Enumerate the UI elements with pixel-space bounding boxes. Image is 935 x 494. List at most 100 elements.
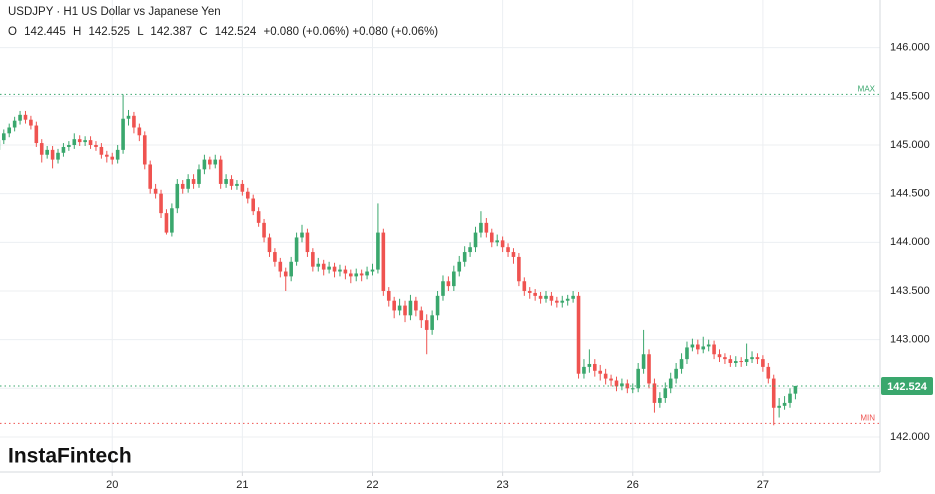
candle-body xyxy=(706,344,711,347)
candle-body xyxy=(115,149,120,160)
candle-body xyxy=(690,344,695,348)
x-tick-label: 21 xyxy=(236,479,248,491)
candle-body xyxy=(197,169,201,184)
candle-body xyxy=(88,140,93,146)
candle-body xyxy=(229,179,234,186)
label: H xyxy=(73,26,81,38)
candle-body xyxy=(441,281,445,296)
candle-body xyxy=(305,232,310,253)
candle-body xyxy=(744,359,749,363)
candle-body xyxy=(175,183,180,209)
y-tick-label: 145.000 xyxy=(890,139,930,151)
candle-body xyxy=(712,344,716,355)
candle-body xyxy=(224,179,228,184)
candle-body xyxy=(462,252,467,262)
candle-body xyxy=(370,269,375,272)
candle-body xyxy=(766,366,771,379)
candle-body xyxy=(99,146,104,155)
candle-body xyxy=(533,292,537,296)
candle-body xyxy=(397,305,402,311)
candle-body xyxy=(72,139,77,146)
candle-body xyxy=(316,263,321,267)
candle-body xyxy=(701,346,706,350)
candle-body xyxy=(251,198,256,212)
value: 142.524 xyxy=(215,26,257,38)
candle-body xyxy=(739,361,743,363)
candle-body xyxy=(213,159,218,165)
candle-body xyxy=(354,273,359,277)
candle-body xyxy=(132,115,136,128)
candle-body xyxy=(1,133,6,141)
candle-body xyxy=(500,240,505,248)
candle-body xyxy=(365,271,369,276)
label: O xyxy=(8,26,17,38)
candle-body xyxy=(137,127,142,136)
candle-body xyxy=(468,247,472,253)
candle-body xyxy=(506,247,510,253)
candle-body xyxy=(555,300,559,303)
candle-body xyxy=(788,393,792,403)
candle-body xyxy=(105,154,109,157)
candle-body xyxy=(218,159,223,184)
candle-body xyxy=(18,114,22,121)
candle-body xyxy=(61,146,66,153)
candle-body xyxy=(728,359,733,364)
candle-body xyxy=(592,363,597,371)
candle-body xyxy=(511,252,516,257)
candle-body xyxy=(782,402,787,406)
candle-body xyxy=(240,183,245,192)
candle-body xyxy=(23,114,28,120)
candle-body xyxy=(321,263,326,270)
candle-body xyxy=(159,193,163,214)
candle-body xyxy=(311,252,315,267)
candle-body xyxy=(755,357,760,360)
change: +0.080 (+0.06%) +0.080 (+0.06%) xyxy=(264,26,439,38)
watermark: InstaFintech xyxy=(8,445,132,468)
candle-body xyxy=(658,398,662,403)
candle-body xyxy=(12,120,17,128)
candle-body xyxy=(419,310,424,321)
candle-body xyxy=(636,368,640,389)
candle-body xyxy=(414,300,418,311)
label: L xyxy=(137,26,144,38)
candle-body xyxy=(598,370,603,374)
candle-body xyxy=(294,237,299,262)
candle-body xyxy=(208,159,212,165)
price-tag-label: 142.524 xyxy=(887,381,928,393)
candle-body xyxy=(34,125,39,144)
candle-body xyxy=(717,354,722,358)
candle-body xyxy=(560,300,565,303)
candle-body xyxy=(652,383,657,403)
candle-body xyxy=(153,188,158,194)
candle-body xyxy=(446,281,451,287)
candle-body xyxy=(603,373,608,379)
candle-body xyxy=(39,143,44,155)
x-tick-label: 26 xyxy=(627,479,639,491)
candle-body xyxy=(489,232,494,243)
candle-body xyxy=(386,290,391,301)
candle-body xyxy=(403,305,407,316)
y-tick-label: 144.500 xyxy=(890,188,930,200)
candle-body xyxy=(164,213,169,233)
candle-body xyxy=(7,127,12,134)
candle-body xyxy=(56,152,60,160)
x-tick-label: 27 xyxy=(757,479,769,491)
candle-body xyxy=(126,115,131,119)
candle-body xyxy=(647,354,651,384)
level-label: MAX xyxy=(858,85,876,94)
candle-body xyxy=(538,295,543,299)
candle-body xyxy=(121,118,125,150)
candle-body xyxy=(473,232,478,248)
candle-body xyxy=(733,361,738,364)
candle-body xyxy=(457,261,462,272)
candle-body xyxy=(67,145,71,147)
candle-body xyxy=(267,237,272,253)
candle-body xyxy=(408,300,413,316)
candle-body xyxy=(609,378,613,381)
ohlc-legend: O 142.445 H 142.525 L 142.387 C 142.524 … xyxy=(8,26,438,38)
candle-body xyxy=(625,383,630,389)
candle-body xyxy=(202,159,207,170)
candle-body xyxy=(45,149,49,155)
y-tick-label: 146.000 xyxy=(890,42,930,54)
